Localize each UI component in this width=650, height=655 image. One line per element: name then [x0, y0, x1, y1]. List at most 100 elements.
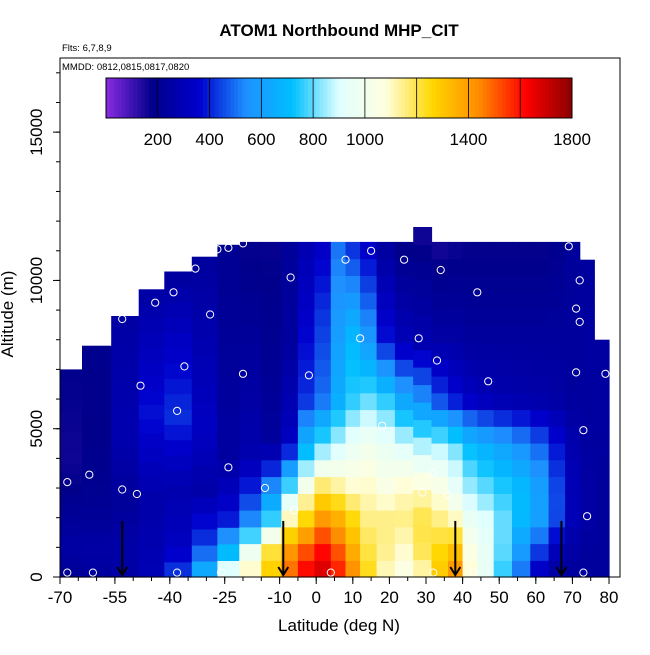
- field-cell: [281, 392, 299, 411]
- field-cell: [493, 476, 513, 494]
- field-cell: [565, 476, 581, 494]
- colorbar-swatch: [548, 78, 553, 118]
- colorbar-swatch: [509, 78, 515, 118]
- field-cell: [82, 403, 112, 416]
- field-cell: [413, 402, 433, 421]
- colorbar-swatch: [269, 78, 274, 118]
- field-cell: [314, 275, 332, 293]
- field-cell: [345, 275, 361, 293]
- colorbar-swatch: [513, 78, 519, 118]
- field-cell: [565, 560, 581, 578]
- field-cell: [82, 391, 112, 405]
- field-cell: [345, 375, 361, 394]
- field-cell: [345, 258, 361, 276]
- field-cell: [376, 493, 396, 511]
- field-cell: [565, 241, 581, 260]
- colorbar-swatch: [517, 78, 522, 118]
- field-cell: [394, 392, 414, 411]
- field-cell: [530, 342, 550, 360]
- colorbar-swatch: [199, 78, 204, 118]
- field-cell: [579, 545, 595, 562]
- sample-point: [429, 469, 438, 478]
- field-cell: [548, 325, 566, 344]
- field-cell: [579, 497, 595, 515]
- colorbar-swatch: [439, 78, 445, 118]
- field-cell: [138, 447, 165, 463]
- sample-point: [579, 426, 588, 435]
- field-cell: [565, 342, 581, 360]
- field-cell: [191, 432, 218, 450]
- colorbar-swatch: [529, 78, 534, 118]
- field-cell: [413, 489, 433, 508]
- field-cell: [191, 416, 218, 434]
- colorbar-swatch: [168, 78, 173, 118]
- field-cell: [548, 292, 566, 310]
- field-cell: [413, 419, 433, 438]
- field-cell: [477, 359, 495, 377]
- field-cell: [413, 314, 433, 333]
- field-cell: [413, 507, 433, 526]
- field-cell: [281, 426, 299, 444]
- field-cell: [493, 258, 513, 276]
- field-cell: [191, 480, 218, 498]
- field-cell: [345, 493, 361, 511]
- field-cell: [394, 526, 414, 545]
- sample-point: [429, 568, 438, 577]
- field-cell: [394, 241, 414, 260]
- sample-point: [260, 483, 270, 493]
- field-cell: [431, 543, 449, 561]
- field-cell: [138, 375, 165, 391]
- colorbar-swatch: [385, 78, 390, 118]
- field-cell: [493, 510, 513, 528]
- field-cell: [297, 258, 315, 276]
- field-cell: [493, 442, 513, 461]
- field-cell: [239, 308, 262, 327]
- field-cell: [579, 307, 595, 324]
- field-cell: [138, 332, 165, 348]
- x-tick-label: -10: [267, 588, 292, 607]
- field-cell: [111, 550, 140, 565]
- field-cell: [594, 529, 610, 542]
- field-cell: [261, 543, 282, 561]
- colorbar-swatch: [226, 78, 231, 118]
- field-cell: [493, 409, 513, 427]
- colorbar-swatch: [420, 78, 425, 118]
- field-cell: [448, 342, 464, 360]
- field-cell: [493, 359, 513, 377]
- field-cell: [530, 375, 550, 394]
- colorbar-swatch: [210, 78, 216, 118]
- field-cell: [512, 476, 531, 494]
- sample-point: [575, 317, 584, 326]
- field-cell: [360, 442, 378, 461]
- field-cell: [345, 325, 361, 344]
- field-cell: [594, 375, 610, 388]
- x-axis-title: Latitude (deg N): [278, 616, 400, 635]
- x-tick-label: 30: [417, 588, 436, 607]
- field-cell: [345, 241, 361, 260]
- field-cell: [111, 407, 140, 421]
- field-cell: [462, 459, 478, 478]
- field-cell: [239, 342, 262, 360]
- field-cell: [413, 227, 433, 246]
- field-cell: [281, 526, 299, 545]
- field-cell: [394, 342, 414, 360]
- colorbar-swatch: [358, 78, 363, 118]
- flight-arrow-head: [555, 566, 568, 577]
- colorbar-swatch: [447, 78, 453, 118]
- field-cell: [394, 510, 414, 528]
- field-cell: [448, 241, 464, 260]
- field-cell: [512, 493, 531, 511]
- colorbar-swatch: [471, 78, 476, 118]
- field-cell: [82, 507, 112, 520]
- field-cell: [376, 342, 396, 360]
- colorbar-swatch: [218, 78, 223, 118]
- colorbar-swatch: [319, 78, 324, 118]
- field-cell: [376, 476, 396, 494]
- field-cell: [281, 342, 299, 360]
- field-cell: [579, 561, 595, 578]
- field-cell: [594, 446, 610, 459]
- field-cell: [239, 459, 262, 478]
- field-cell: [297, 560, 315, 578]
- sample-point: [213, 245, 222, 254]
- field-cell: [314, 426, 332, 444]
